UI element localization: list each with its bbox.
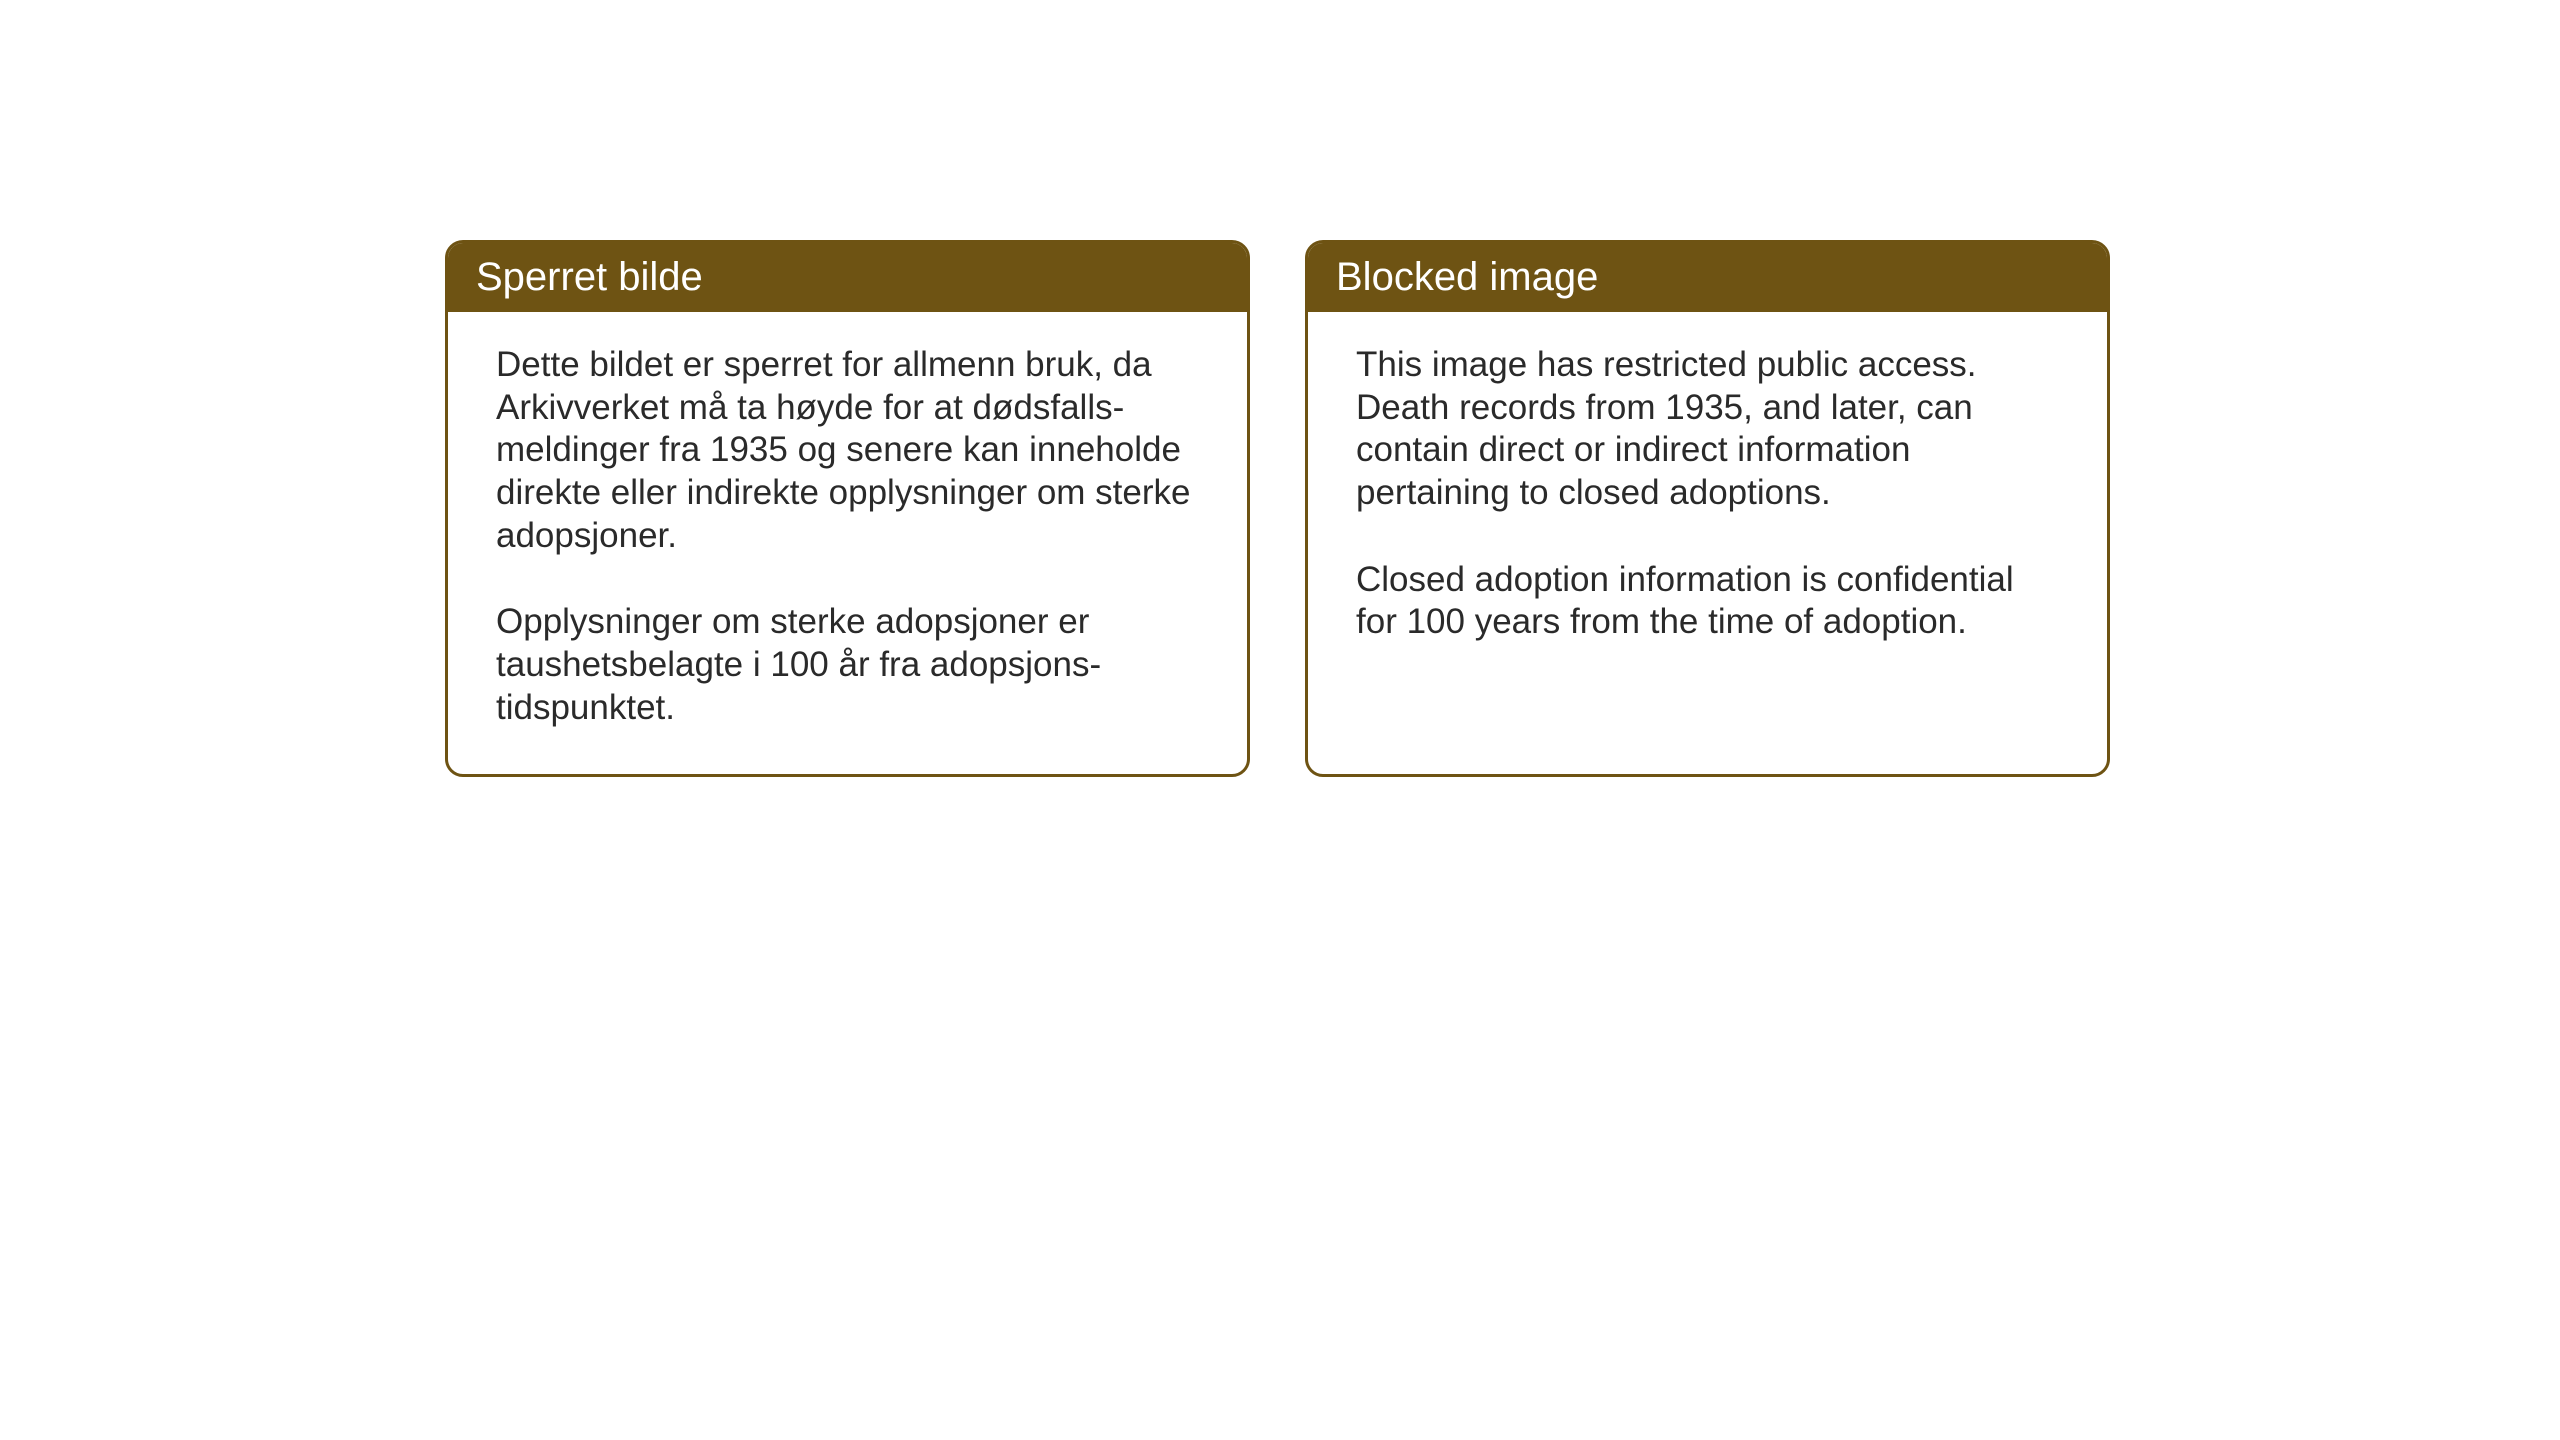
- card-paragraph-1-english: This image has restricted public access.…: [1356, 344, 2059, 515]
- card-header-english: Blocked image: [1308, 243, 2107, 312]
- notice-container: Sperret bilde Dette bildet er sperret fo…: [445, 240, 2110, 777]
- card-paragraph-2-norwegian: Opplysninger om sterke adopsjoner er tau…: [496, 601, 1199, 729]
- card-paragraph-1-norwegian: Dette bildet er sperret for allmenn bruk…: [496, 344, 1199, 557]
- card-paragraph-2-english: Closed adoption information is confident…: [1356, 559, 2059, 644]
- card-title-english: Blocked image: [1336, 255, 1598, 299]
- card-body-norwegian: Dette bildet er sperret for allmenn bruk…: [448, 312, 1247, 774]
- card-header-norwegian: Sperret bilde: [448, 243, 1247, 312]
- notice-card-norwegian: Sperret bilde Dette bildet er sperret fo…: [445, 240, 1250, 777]
- card-title-norwegian: Sperret bilde: [476, 255, 703, 299]
- notice-card-english: Blocked image This image has restricted …: [1305, 240, 2110, 777]
- card-body-english: This image has restricted public access.…: [1308, 312, 2107, 732]
